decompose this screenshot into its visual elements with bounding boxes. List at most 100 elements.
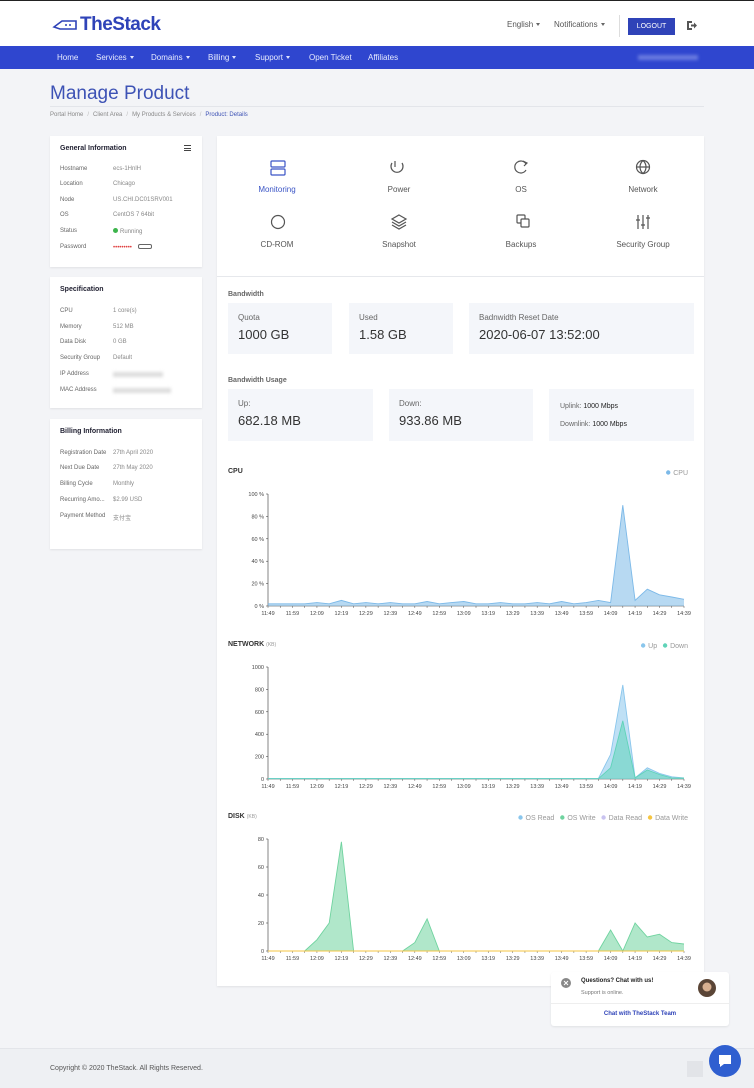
card-label: Up: (238, 399, 251, 408)
chart-title: NETWORK (KB) (228, 641, 277, 648)
close-icon[interactable] (560, 977, 572, 989)
tab[interactable]: OS (515, 185, 527, 194)
x-tick-label: 13:59 (579, 611, 593, 617)
nav-item[interactable]: Affiliates (368, 53, 399, 62)
top-bar: TheStack English Notifications LOGOUT (0, 0, 754, 46)
nav-label: Support (255, 53, 284, 62)
panel-title: Billing Information (60, 428, 122, 435)
charts: CPU CPU 0 % 20 % 40 % 60 % 80 % 100 % 11:49 11:59… (228, 468, 691, 962)
tab[interactable]: Power (387, 185, 411, 194)
value-text: 支付宝 (113, 516, 132, 522)
tab-icons (270, 159, 651, 230)
crumb[interactable]: Client Area (93, 112, 123, 118)
x-tick-label: 14:09 (604, 956, 618, 962)
menu-icon[interactable] (184, 145, 191, 151)
card-value: 2020-06-07 13:52:00 (479, 327, 600, 342)
x-tick-label: 12:09 (310, 784, 324, 790)
legend-label: OS Read (526, 815, 555, 822)
tab[interactable]: CD-ROM (260, 240, 294, 249)
x-tick-label: 12:29 (359, 611, 373, 617)
notifications-menu[interactable]: Notifications (554, 20, 605, 29)
row-value: Running (113, 228, 142, 235)
row-label: Recurring Amo... (60, 497, 105, 503)
y-tick-label: 400 (255, 732, 264, 738)
tab[interactable]: Monitoring (258, 185, 296, 194)
tab[interactable]: Backups (505, 240, 537, 249)
x-tick-label: 13:19 (481, 784, 495, 790)
logout-button[interactable]: LOGOUT (628, 18, 675, 35)
line (268, 720, 685, 780)
row-value: 支付宝 (113, 513, 131, 522)
value-text: US.CHI.DC01SRV001 (113, 197, 173, 203)
row-label: Node (60, 197, 75, 203)
language-menu[interactable]: English (507, 20, 541, 29)
brand[interactable]: TheStack (80, 14, 161, 35)
y-tick-label: 80 % (251, 514, 264, 520)
blurred-value (113, 388, 171, 393)
tab[interactable]: Network (628, 185, 658, 194)
nav-item[interactable]: Home (57, 53, 79, 62)
row-label: Billing Cycle (60, 481, 93, 487)
value-text: 0 GB (113, 339, 127, 345)
specification-panel: Specification CPU 1 core(s) Memory 512 MB Dat… (50, 277, 202, 408)
card-value: 1.58 GB (359, 327, 407, 342)
y-tick-label: 40 (258, 893, 264, 899)
account-blur (638, 55, 698, 60)
nav-item[interactable]: Billing (208, 53, 237, 62)
row-value: 0 GB (113, 339, 127, 345)
chat-status: Support is online. (581, 990, 624, 996)
x-tick-label: 12:19 (335, 956, 349, 962)
x-tick-label: 13:59 (579, 784, 593, 790)
x-tick-label: 12:29 (359, 956, 373, 962)
tab[interactable]: Snapshot (382, 240, 416, 249)
legend-label: Data Write (655, 815, 688, 822)
row-label: IP Address (60, 371, 89, 377)
crumb[interactable]: My Products & Services (132, 112, 196, 118)
x-tick-label: 11:59 (286, 611, 299, 617)
chat-widget: Questions? Chat with us! Support is onli… (551, 972, 729, 1026)
row-label: Status (60, 228, 78, 234)
row-label: Memory (60, 324, 82, 330)
row-value: Default (113, 355, 132, 361)
x-tick-label: 14:39 (677, 956, 691, 962)
row-value: ••••••••• (113, 244, 152, 251)
row-value: ecs-1HnlH (113, 166, 141, 172)
y-tick-label: 40 % (251, 559, 264, 565)
scroll-top[interactable] (687, 1061, 703, 1077)
chat-launcher[interactable] (709, 1045, 741, 1077)
y-tick-label: 60 (258, 865, 264, 871)
area (268, 841, 684, 951)
copyright: Copyright © 2020 TheStack. All Rights Re… (50, 1065, 203, 1072)
x-tick-label: 12:59 (432, 956, 446, 962)
row-label: Data Disk (60, 339, 87, 345)
area (268, 505, 684, 606)
blurred-value (113, 372, 163, 377)
x-tick-label: 13:39 (530, 956, 544, 962)
bandwidth-card: Quota 1000 GB (228, 303, 332, 354)
footer: Copyright © 2020 TheStack. All Rights Re… (0, 1048, 754, 1088)
row-label: OS (60, 212, 69, 218)
legend-dot (560, 815, 565, 820)
nav-item[interactable]: Support (255, 53, 291, 62)
row-value: 1 core(s) (113, 308, 137, 314)
row-value: Chicago (113, 181, 135, 187)
legend-label: OS Write (567, 815, 595, 822)
nav-item[interactable]: Domains (151, 53, 190, 62)
password-icons[interactable] (137, 244, 152, 249)
status-dot (113, 228, 118, 233)
crumb[interactable]: Portal Home (50, 112, 84, 118)
exit-icon[interactable] (686, 20, 698, 31)
x-tick-label: 11:49 (261, 956, 274, 962)
nav-item[interactable]: Open Ticket (309, 53, 352, 62)
bandwidth-card: Badnwidth Reset Date 2020-06-07 13:52:00 (469, 303, 694, 354)
chat-action[interactable]: Chat with TheStack Team (603, 1011, 677, 1017)
notifications: Notifications (554, 20, 598, 29)
row-value: US.CHI.DC01SRV001 (113, 197, 173, 203)
row-label: Payment Method (60, 513, 106, 519)
tab[interactable]: Security Group (616, 240, 670, 249)
x-tick-label: 12:49 (408, 611, 422, 617)
nav-item[interactable]: Services (96, 53, 134, 62)
x-tick-label: 13:29 (506, 611, 520, 617)
x-tick-label: 12:19 (335, 611, 349, 617)
link-value: 1000 Mbps (592, 421, 627, 428)
